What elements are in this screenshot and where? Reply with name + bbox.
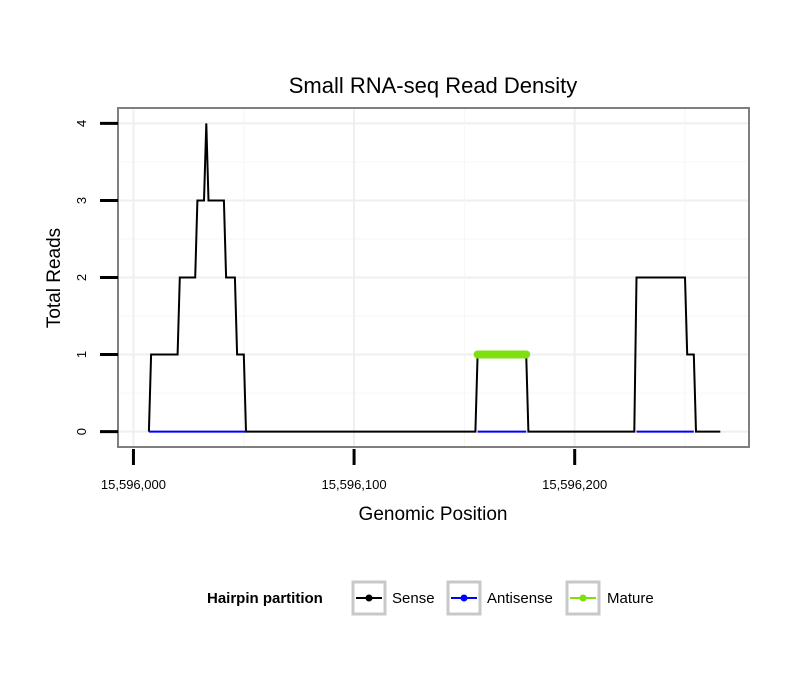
- legend: Hairpin partition Sense Antisense Mature: [207, 580, 654, 616]
- legend-key-box: [565, 580, 601, 616]
- series-lines: [147, 123, 721, 433]
- legend-label-sense: Sense: [392, 590, 435, 607]
- y-tick-label: 1: [74, 351, 89, 358]
- legend-label-mature: Mature: [607, 590, 654, 607]
- legend-item-mature: Mature: [565, 580, 654, 616]
- y-tick-label: 3: [74, 197, 89, 204]
- chart-title: Small RNA-seq Read Density: [289, 73, 578, 98]
- series-line-sense: [147, 123, 721, 433]
- legend-label-antisense: Antisense: [487, 590, 553, 607]
- y-axis-title: Total Reads: [44, 228, 65, 328]
- x-tick-label: 15,596,200: [542, 477, 607, 492]
- y-tick-label: 4: [74, 120, 89, 127]
- legend-item-sense: Sense: [351, 580, 435, 616]
- y-tick-label: 2: [74, 274, 89, 281]
- legend-key-point: [579, 594, 587, 602]
- x-tick-label: 15,596,000: [101, 477, 166, 492]
- y-tick-label: 0: [74, 428, 89, 435]
- axis-ticks: 0 1 2 3 4 15,596,000 15,596,100 15,596,200: [74, 120, 607, 492]
- x-tick-label: 15,596,100: [322, 477, 387, 492]
- grid-lines: [118, 108, 749, 447]
- x-axis-title: Genomic Position: [359, 504, 508, 525]
- legend-key-point: [460, 594, 468, 602]
- legend-item-antisense: Antisense: [446, 580, 553, 616]
- legend-title: Hairpin partition: [207, 590, 323, 607]
- legend-key-point: [365, 594, 373, 602]
